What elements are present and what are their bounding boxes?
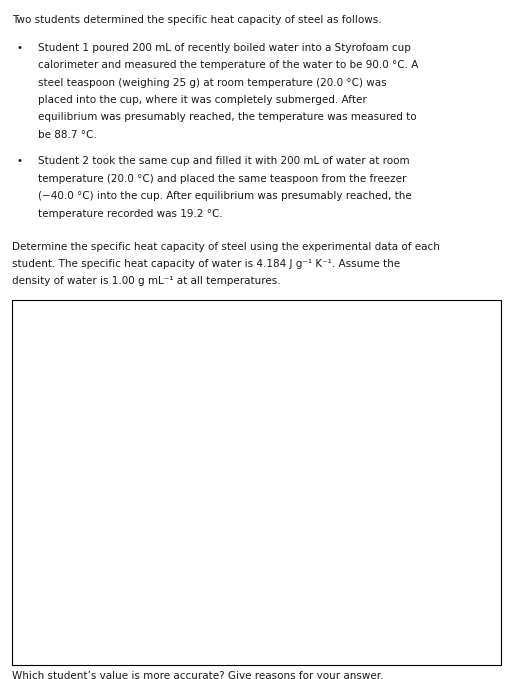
Text: (−40.0 °C) into the cup. After equilibrium was presumably reached, the: (−40.0 °C) into the cup. After equilibri… — [38, 191, 412, 201]
Text: equilibrium was presumably reached, the temperature was measured to: equilibrium was presumably reached, the … — [38, 112, 417, 122]
Text: Which student’s value is more accurate? Give reasons for your answer.: Which student’s value is more accurate? … — [12, 671, 384, 679]
Text: student. The specific heat capacity of water is 4.184 J g⁻¹ K⁻¹. Assume the: student. The specific heat capacity of w… — [12, 259, 400, 269]
Text: steel teaspoon (weighing 25 g) at room temperature (20.0 °C) was: steel teaspoon (weighing 25 g) at room t… — [38, 77, 387, 88]
Text: temperature (20.0 °C) and placed the same teaspoon from the freezer: temperature (20.0 °C) and placed the sam… — [38, 174, 406, 184]
Text: density of water is 1.00 g mL⁻¹ at all temperatures.: density of water is 1.00 g mL⁻¹ at all t… — [12, 276, 281, 287]
Text: placed into the cup, where it was completely submerged. After: placed into the cup, where it was comple… — [38, 95, 367, 105]
Text: Determine the specific heat capacity of steel using the experimental data of eac: Determine the specific heat capacity of … — [12, 242, 440, 251]
Text: Student 2 took the same cup and filled it with 200 mL of water at room: Student 2 took the same cup and filled i… — [38, 156, 409, 166]
Text: be 88.7 °C.: be 88.7 °C. — [38, 130, 97, 140]
Text: •: • — [17, 43, 23, 53]
Bar — [12, 299, 501, 665]
Text: •: • — [17, 156, 23, 166]
Text: calorimeter and measured the temperature of the water to be 90.0 °C. A: calorimeter and measured the temperature… — [38, 60, 419, 70]
Text: Two students determined the specific heat capacity of steel as follows.: Two students determined the specific hea… — [12, 15, 382, 25]
Text: temperature recorded was 19.2 °C.: temperature recorded was 19.2 °C. — [38, 208, 223, 219]
Text: Student 1 poured 200 mL of recently boiled water into a Styrofoam cup: Student 1 poured 200 mL of recently boil… — [38, 43, 411, 53]
